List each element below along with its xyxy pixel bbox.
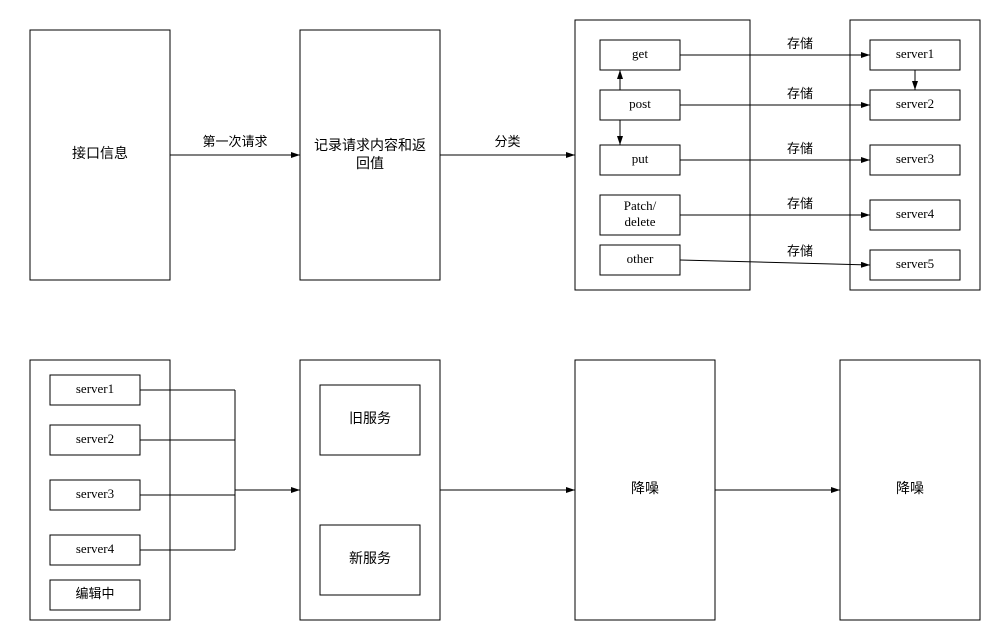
- store-label-3: 存储: [787, 196, 813, 211]
- denoise1-label: 降噪: [631, 481, 659, 497]
- service-label-1: 新服务: [349, 551, 391, 567]
- interface-info-label: 接口信息: [72, 145, 128, 162]
- store-label-1: 存储: [787, 86, 813, 101]
- bserver-label-3: server4: [76, 541, 115, 556]
- method-label-0: get: [632, 46, 648, 61]
- bserver-label-4: 编辑中: [75, 586, 114, 601]
- first-request-label: 第一次请求: [202, 134, 267, 149]
- store-label-4: 存储: [787, 243, 813, 258]
- method-label-2: put: [632, 151, 649, 166]
- bserver-label-1: server2: [76, 431, 114, 446]
- method-label-4: other: [627, 251, 654, 266]
- server-label-2: server3: [896, 151, 934, 166]
- bserver-label-0: server1: [76, 381, 114, 396]
- server-label-1: server2: [896, 96, 934, 111]
- server-label-4: server5: [896, 256, 934, 271]
- store-label-2: 存储: [787, 141, 813, 156]
- store-label-0: 存储: [787, 36, 813, 51]
- bserver-label-2: server3: [76, 486, 114, 501]
- server-label-0: server1: [896, 46, 934, 61]
- server-label-3: server4: [896, 206, 935, 221]
- denoise2-label: 降噪: [896, 481, 924, 497]
- method-label-1: post: [629, 96, 651, 111]
- top-box-record: [300, 30, 440, 280]
- record-label-2: 回值: [356, 156, 384, 172]
- classify-label: 分类: [494, 134, 520, 149]
- method-label-3a: Patch/: [624, 198, 657, 213]
- service-label-0: 旧服务: [349, 411, 391, 427]
- method-label-3b: delete: [624, 214, 655, 229]
- record-label-1: 记录请求内容和返: [314, 137, 426, 154]
- flow-diagram: 接口信息 第一次请求 记录请求内容和返回值 分类 get post put Patch/del…: [0, 0, 1000, 641]
